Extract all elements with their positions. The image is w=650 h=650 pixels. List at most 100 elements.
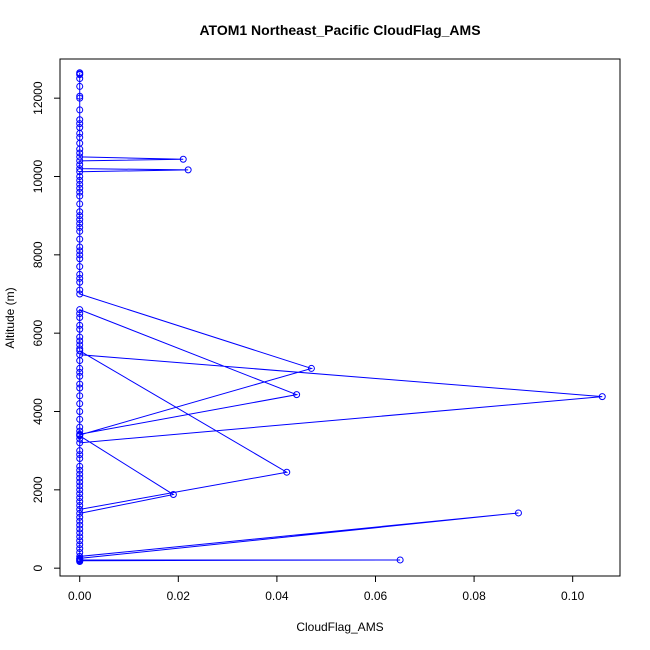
- data-point: [76, 180, 84, 188]
- data-point: [76, 290, 84, 298]
- data-point: [76, 537, 84, 545]
- data-point: [76, 92, 84, 100]
- data-point: [76, 490, 84, 498]
- data-point: [76, 455, 84, 462]
- x-tick-label: 0.10: [561, 589, 585, 603]
- y-tick-label: 0: [31, 565, 45, 572]
- data-point: [76, 474, 84, 482]
- data-point: [76, 310, 84, 318]
- y-axis-label: Altitude (m): [3, 287, 17, 348]
- data-point: [76, 486, 84, 494]
- series-layer: [76, 69, 606, 566]
- data-point: [76, 220, 84, 227]
- data-point: [76, 435, 84, 443]
- data-point: [76, 255, 84, 263]
- data-point: [76, 227, 84, 235]
- data-point: [179, 155, 187, 163]
- data-point: [76, 212, 84, 220]
- data-point: [76, 263, 84, 271]
- data-point: [76, 274, 84, 282]
- data-point: [76, 235, 84, 243]
- data-point: [76, 423, 84, 431]
- x-tick-label: 0.04: [265, 589, 289, 603]
- data-point: [76, 466, 84, 474]
- data-point: [76, 380, 84, 388]
- data-point: [283, 468, 291, 476]
- data-point: [76, 372, 84, 380]
- data-point: [514, 509, 522, 517]
- data-point: [76, 286, 84, 294]
- data-point: [76, 243, 84, 251]
- data-point: [76, 176, 84, 184]
- data-point: [76, 364, 84, 372]
- data-point: [76, 223, 84, 231]
- data-point: [76, 173, 84, 180]
- data-point: [76, 541, 84, 549]
- data-point: [76, 415, 84, 423]
- data-point: [76, 278, 84, 286]
- y-tick-label: 12000: [31, 81, 45, 115]
- plot-frame: [59, 58, 621, 577]
- data-point: [76, 168, 84, 176]
- data-point: [76, 400, 84, 408]
- data-point: [76, 161, 84, 169]
- data-point: [76, 216, 84, 224]
- data-point: [76, 153, 84, 161]
- data-point: [76, 116, 84, 124]
- data-point: [307, 364, 315, 372]
- data-point: [76, 149, 84, 157]
- data-point: [76, 347, 84, 355]
- data-point: [76, 494, 84, 502]
- data-point: [76, 75, 84, 83]
- data-point: [76, 247, 84, 255]
- data-point: [76, 192, 84, 200]
- data-point: [76, 521, 84, 529]
- data-point: [76, 314, 84, 321]
- data-point: [76, 498, 84, 506]
- data-point: [293, 391, 301, 399]
- data-point: [76, 345, 84, 353]
- data-point: [598, 393, 606, 401]
- x-tick-label: 0.00: [68, 589, 92, 603]
- data-point: [76, 525, 84, 533]
- data-point: [76, 427, 84, 435]
- data-point: [76, 325, 84, 333]
- data-point: [76, 533, 84, 541]
- y-tick-label: 4000: [31, 398, 45, 425]
- data-point: [76, 392, 84, 400]
- data-point: [76, 270, 84, 278]
- data-point: [76, 357, 84, 365]
- data-point: [76, 447, 84, 455]
- data-point: [76, 517, 84, 525]
- data-point: [76, 129, 84, 137]
- data-point: [76, 82, 84, 90]
- data-point: [76, 384, 84, 392]
- x-tick-label: 0.08: [462, 589, 486, 603]
- data-point: [76, 509, 84, 517]
- data-point: [76, 145, 84, 153]
- data-point: [76, 71, 84, 79]
- data-point: [76, 200, 84, 208]
- data-point: [76, 106, 84, 114]
- data-point: [76, 251, 84, 259]
- y-tick-label: 6000: [31, 319, 45, 346]
- data-point: [76, 451, 84, 459]
- data-point: [76, 558, 84, 566]
- data-point: [76, 462, 84, 470]
- data-point: [76, 184, 84, 192]
- data-point: [76, 120, 84, 128]
- data-point: [76, 545, 84, 553]
- data-point: [76, 208, 84, 216]
- data-point: [76, 368, 84, 376]
- data-point: [169, 491, 177, 499]
- y-axis: 0 2000 4000 6000 8000 10000 12000: [31, 81, 61, 572]
- x-axis-label: CloudFlag_AMS: [296, 620, 383, 634]
- data-point: [76, 157, 84, 165]
- data-point: [76, 408, 84, 415]
- x-tick-label: 0.06: [364, 589, 388, 603]
- data-point: [184, 166, 192, 174]
- data-point: [76, 188, 84, 196]
- data-point: [76, 470, 84, 478]
- y-tick-label: 10000: [31, 159, 45, 193]
